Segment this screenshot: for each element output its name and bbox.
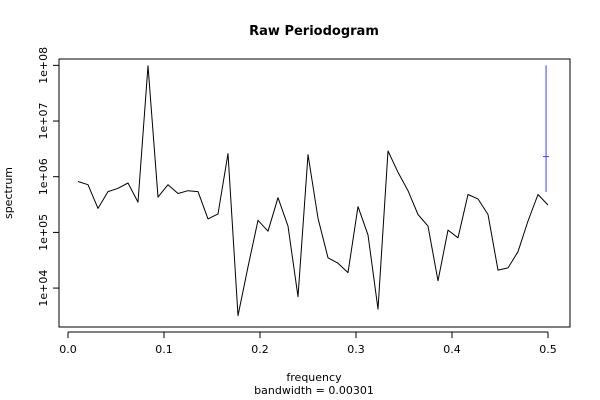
x-tick-label: 0.3 — [347, 343, 365, 356]
x-axis-label: frequency — [286, 371, 342, 384]
y-tick-label: 1e+06 — [37, 158, 50, 195]
x-tick-label: 0.1 — [155, 343, 173, 356]
y-tick-label: 1e+08 — [37, 47, 50, 84]
y-tick-label: 1e+04 — [37, 270, 50, 307]
confidence-bar — [543, 65, 550, 193]
x-axis: 0.0 0.1 0.2 0.3 0.4 0.5 — [59, 331, 557, 356]
y-tick-label: 1e+05 — [37, 214, 50, 251]
x-tick-label: 0.2 — [251, 343, 269, 356]
chart-title: Raw Periodogram — [249, 24, 379, 39]
x-axis-sublabel: bandwidth = 0.00301 — [254, 384, 374, 397]
y-axis-label: spectrum — [2, 167, 15, 219]
x-tick-label: 0.4 — [443, 343, 461, 356]
y-tick-label: 1e+07 — [37, 103, 50, 140]
spectrum-line — [77, 65, 549, 317]
x-tick-label: 0.5 — [539, 343, 557, 356]
x-tick-label: 0.0 — [59, 343, 77, 356]
y-axis: 1e+04 1e+05 1e+06 1e+07 1e+08 — [37, 47, 60, 307]
series-layer — [77, 65, 549, 317]
